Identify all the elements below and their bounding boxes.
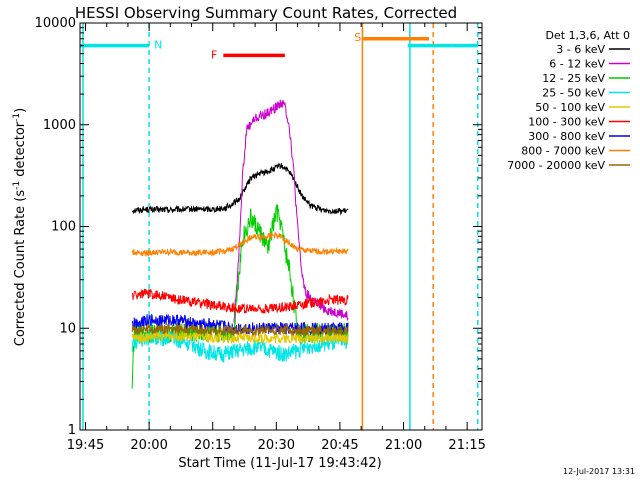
- series-line: [233, 99, 349, 323]
- legend-label: 300 - 800 keV: [528, 130, 605, 143]
- y-label-part: detector: [13, 121, 28, 181]
- segment-bar-label: N: [154, 39, 162, 52]
- footer-timestamp: 12-Jul-2017 13:31: [563, 467, 635, 476]
- y-label-part: Corrected Count Rate (s: [13, 190, 28, 347]
- y-tick-label: 10: [59, 321, 76, 336]
- series-line: [131, 231, 349, 257]
- legend-label: 25 - 50 keV: [542, 87, 605, 100]
- series-line: [131, 330, 349, 364]
- x-axis: 19:45 20:00 20:15 20:30 20:45 21:00 21:15: [67, 23, 486, 453]
- series-line: [131, 330, 349, 345]
- y-axis-label: Corrected Count Rate (s-1 detector-1): [12, 108, 28, 346]
- x-tick-label: 20:45: [321, 438, 358, 453]
- series-line: [131, 288, 349, 314]
- legend-label: 800 - 7000 keV: [521, 145, 605, 158]
- legend-label: 7000 - 20000 keV: [507, 159, 605, 172]
- x-tick-label: 21:15: [448, 438, 485, 453]
- chart-title: HESSI Observing Summary Count Rates, Cor…: [75, 4, 457, 22]
- series-line: [131, 162, 349, 216]
- x-tick-label: 20:30: [258, 438, 295, 453]
- series-line: [131, 323, 349, 337]
- legend-label: 50 - 100 keV: [535, 101, 605, 114]
- y-tick-label: 1: [68, 423, 76, 438]
- y-label-part: ): [13, 108, 28, 113]
- x-tick-label: 20:15: [194, 438, 231, 453]
- segment-bar-label: S: [354, 31, 361, 44]
- x-tick-label: 20:00: [130, 438, 167, 453]
- y-label-superscript: -1: [12, 181, 22, 190]
- y-axis: 1 10 100 1000 10000: [35, 16, 482, 438]
- legend-label: 100 - 300 keV: [528, 116, 605, 129]
- legend-label: 6 - 12 keV: [549, 58, 605, 71]
- legend-label: 3 - 6 keV: [556, 43, 605, 56]
- y-tick-label: 100: [51, 220, 76, 235]
- legend-title: Det 1,3,6, Att 0: [546, 29, 630, 42]
- x-tick-label: 19:45: [67, 438, 104, 453]
- legend-label: 12 - 25 keV: [542, 72, 605, 85]
- segment-bar-label: F: [211, 48, 217, 61]
- y-label-superscript: -1: [12, 113, 22, 122]
- x-tick-label: 21:00: [385, 438, 422, 453]
- segment-bars: N F S: [80, 31, 478, 61]
- x-axis-label: Start Time (11-Jul-17 19:43:42): [178, 456, 381, 471]
- y-tick-label: 10000: [35, 16, 76, 31]
- y-tick-label: 1000: [43, 118, 76, 133]
- series-lines: [131, 99, 349, 389]
